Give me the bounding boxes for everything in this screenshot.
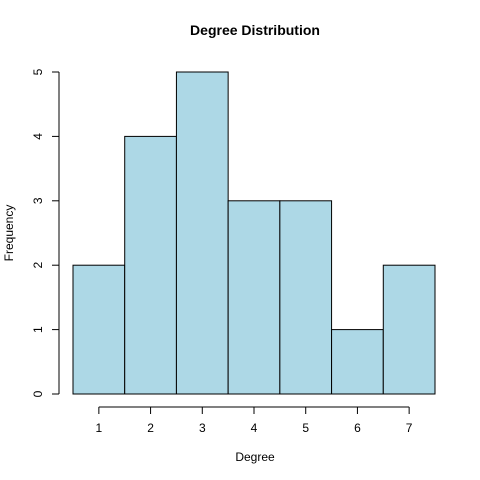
y-tick-label: 5 (31, 68, 45, 75)
chart-title: Degree Distribution (190, 22, 320, 38)
x-axis: 1 2 3 4 5 6 7 (96, 406, 413, 435)
y-tick-label: 1 (31, 326, 45, 333)
bar-5 (279, 200, 333, 395)
y-axis: 0 1 2 3 4 5 (31, 68, 60, 397)
y-tick-label: 3 (31, 197, 45, 204)
x-tick-label: 2 (147, 421, 154, 435)
x-tick-label: 5 (302, 421, 309, 435)
y-axis-label: Frequency (2, 205, 16, 262)
x-tick-label: 1 (96, 421, 103, 435)
y-tick-label: 2 (31, 262, 45, 269)
x-axis-label: Degree (235, 450, 275, 464)
bar-7 (382, 264, 436, 395)
bar-6 (331, 329, 384, 395)
bar-1 (72, 264, 126, 395)
x-tick-label: 4 (251, 421, 258, 435)
x-tick-label: 3 (199, 421, 206, 435)
bar-4 (227, 200, 281, 395)
bars-group (72, 71, 436, 395)
y-tick-label: 4 (31, 133, 45, 140)
bar-3 (175, 71, 229, 395)
y-tick-label: 0 (31, 390, 45, 397)
bar-2 (124, 135, 177, 395)
x-tick-label: 7 (406, 421, 413, 435)
x-tick-label: 6 (354, 421, 361, 435)
